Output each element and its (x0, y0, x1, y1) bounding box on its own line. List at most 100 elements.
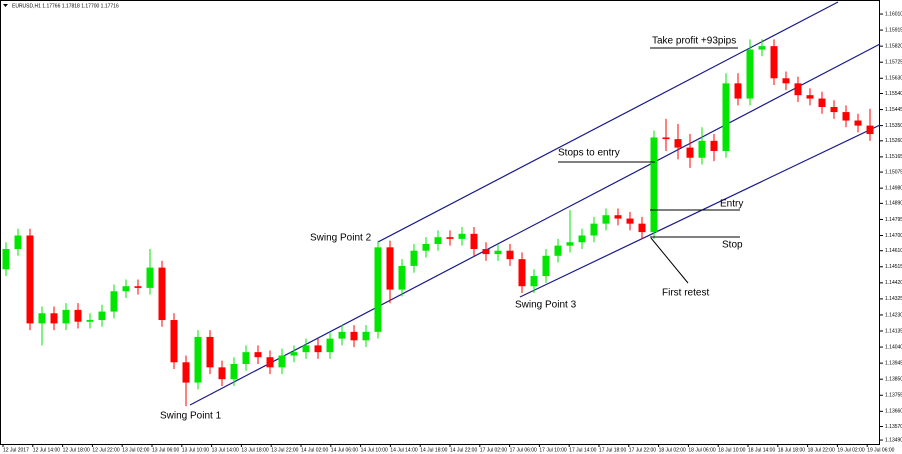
x-tick-label: 19 Jul 06:00 (867, 447, 894, 453)
x-tick-label: 18 Jul 18:00 (778, 447, 805, 453)
candle-body (458, 233, 466, 239)
candle-body (818, 98, 826, 108)
candle-body (86, 320, 94, 322)
x-tick-label: 17 Jul 22:00 (629, 447, 656, 453)
x-tick-label: 13 Jul 06:00 (152, 447, 179, 453)
y-tick-label: 1.14230 (885, 312, 902, 318)
candle-body (830, 107, 838, 113)
stops-label: Stops to entry (558, 148, 620, 159)
candle-body (62, 309, 70, 324)
candle-body (662, 137, 670, 140)
swing2-label: Swing Point 2 (310, 233, 372, 244)
x-tick-label: 13 Jul 14:00 (212, 447, 239, 453)
y-tick-label: 1.15165 (885, 154, 902, 160)
x-tick-label: 17 Jul 06:00 (510, 447, 537, 453)
candle-body (290, 352, 298, 356)
x-tick-label: 14 Jul 06:00 (331, 447, 358, 453)
x-tick-label: 13 Jul 10:00 (182, 447, 209, 453)
candle-body (50, 313, 58, 324)
x-tick-label: 13 Jul 02:00 (122, 447, 149, 453)
candle-body (698, 140, 706, 158)
candle-body (242, 352, 250, 364)
candle-body (686, 147, 694, 158)
chart-title: EURUSD,H1 1.17766 1.17818 1.17700 1.1771… (12, 3, 119, 9)
x-tick-label: 17 Jul 14:00 (569, 447, 596, 453)
annotation-lines (558, 47, 740, 284)
y-tick-label: 1.15260 (885, 138, 902, 144)
y-tick-label: 1.14700 (885, 233, 902, 239)
take-profit-label: Take profit +93pips (652, 36, 736, 47)
candle-body (74, 309, 82, 322)
middle-channel (189, 43, 881, 406)
candle-body (302, 345, 310, 353)
y-tick-label: 1.15445 (885, 107, 902, 113)
candle-body (746, 49, 754, 99)
candle-body (278, 355, 286, 368)
candle-body (590, 223, 598, 236)
candle-body (854, 120, 862, 126)
y-tick-label: 1.14610 (885, 248, 902, 254)
candle-body (206, 336, 214, 368)
candle-body (266, 357, 274, 368)
y-tick-label: 1.15820 (885, 43, 902, 49)
candle-body (842, 112, 850, 121)
y-tick-label: 1.14325 (885, 296, 902, 302)
candle-body (362, 331, 370, 341)
x-tick-label: 12 Jul 22:00 (92, 447, 119, 453)
candle-body (446, 237, 454, 239)
candle-body (566, 242, 574, 246)
candle-body (254, 352, 262, 358)
channel-lines (189, 1, 881, 406)
entry-label: Entry (720, 199, 743, 210)
menu-arrow (3, 4, 8, 7)
candle-body (218, 367, 226, 380)
candle-body (230, 363, 238, 380)
x-tick-label: 14 Jul 14:00 (390, 447, 417, 453)
y-tick-label: 1.15630 (885, 76, 902, 82)
candle-body (482, 249, 490, 255)
y-tick-label: 1.15075 (885, 169, 902, 175)
x-tick-label: 12 Jul 14:00 (33, 447, 60, 453)
y-tick-label: 1.14515 (885, 264, 902, 270)
x-tick-label: 12 Jul 2017 (3, 447, 29, 453)
candle-body (314, 345, 322, 353)
candle-body (434, 237, 442, 244)
x-tick-label: 18 Jul 02:00 (659, 447, 686, 453)
candle-body (470, 233, 478, 250)
candle-body (170, 320, 178, 363)
candle-body (794, 83, 802, 96)
lower-channel (519, 124, 881, 298)
candle-body (770, 46, 778, 79)
candle-body (806, 95, 814, 99)
y-tick-label: 1.15725 (885, 60, 902, 66)
x-tick-label: 18 Jul 22:00 (808, 447, 835, 453)
plot-frame (0, 0, 880, 445)
y-tick-label: 1.15540 (885, 91, 902, 97)
candle-body (350, 331, 358, 341)
candle-body (26, 235, 34, 324)
y-tick-label: 1.13660 (885, 409, 902, 415)
y-tick-label: 1.14980 (885, 185, 902, 191)
candle-body (530, 276, 538, 287)
x-tick-label: 17 Jul 18:00 (599, 447, 626, 453)
candle-body (146, 267, 154, 288)
candle-body (638, 223, 646, 233)
candle-body (158, 267, 166, 321)
y-tick-label: 1.15915 (885, 27, 902, 33)
candle-body (134, 286, 142, 288)
y-tick-label: 1.13570 (885, 424, 902, 430)
x-tick-label: 14 Jul 02:00 (301, 447, 328, 453)
upper-channel (377, 1, 839, 243)
candle-body (98, 311, 106, 321)
candle-body (122, 286, 130, 292)
x-tick-label: 14 Jul 18:00 (420, 447, 447, 453)
x-tick-label: 17 Jul 10:00 (539, 447, 566, 453)
x-tick-label: 18 Jul 06:00 (688, 447, 715, 453)
candle-body (494, 250, 502, 255)
x-tick-label: 18 Jul 10:00 (718, 447, 745, 453)
candle-body (386, 247, 394, 290)
y-tick-label: 1.13850 (885, 377, 902, 383)
candle-body (674, 139, 682, 148)
candle-body (710, 140, 718, 151)
